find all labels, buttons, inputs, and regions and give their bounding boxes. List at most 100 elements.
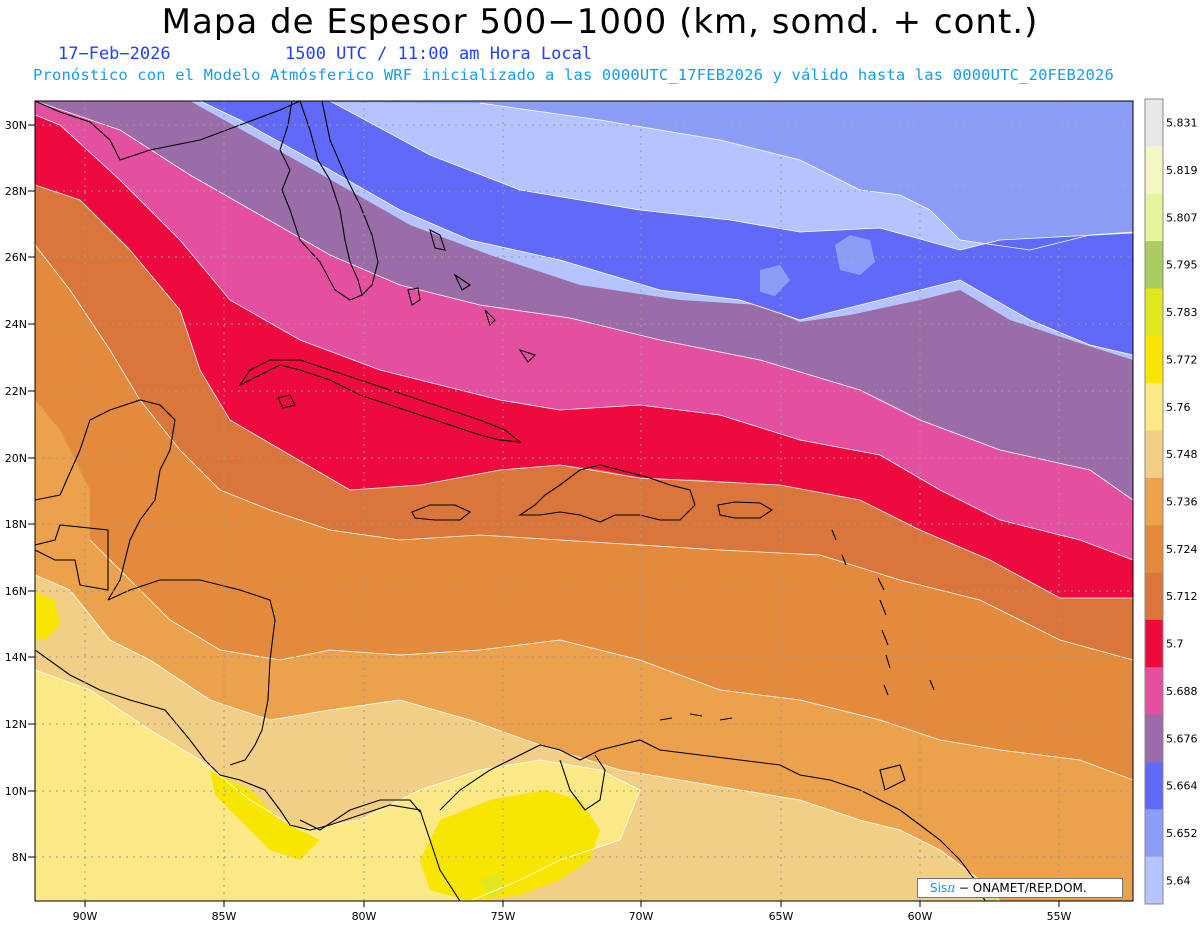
coast-bahamas-1 (407, 287, 421, 306)
lon-axis: 90W 85W 80W 75W 70W 65W 60W 55W (73, 901, 1072, 923)
coast-trinidad (879, 764, 906, 791)
band-5772 (210, 770, 320, 860)
lon-label: 80W (352, 910, 377, 923)
colorbar-swatch (1145, 146, 1163, 195)
colorbar-label: 5.772 (1166, 353, 1198, 366)
colorbar-label: 5.724 (1166, 543, 1198, 556)
lat-axis: 30N 28N 26N 24N 22N 20N 18N 16N 14N 12N … (5, 119, 35, 864)
coastlines (35, 101, 986, 901)
lon-label: 70W (629, 910, 654, 923)
coast-bahamas-5 (518, 348, 537, 363)
coast-lake-maracaibo (559, 754, 606, 811)
colorbar-swatch (1145, 477, 1163, 526)
page-title: Mapa de Espesor 500−1000 (km, somd. + co… (161, 2, 1039, 42)
lat-label: 20N (5, 452, 27, 465)
coast-honduras (107, 579, 276, 766)
lat-label: 10N (5, 785, 27, 798)
lat-label: 8N (12, 851, 27, 864)
band-5676 (35, 101, 1133, 500)
lat-label: 12N (5, 718, 27, 731)
band-5772-b (420, 790, 600, 901)
colorbar-label: 5.676 (1166, 732, 1198, 745)
lon-label: 60W (908, 910, 933, 923)
colorbar-label: 5.748 (1166, 448, 1198, 461)
colorbar-swatch (1145, 383, 1163, 431)
colorbar-label: 5.7 (1166, 638, 1184, 651)
lon-label: 90W (73, 910, 98, 923)
colorbar-swatch (1145, 856, 1163, 905)
colorbar-swatch (1145, 761, 1163, 810)
colorbar-frame (1144, 98, 1164, 905)
colorbar-swatch (1145, 335, 1163, 384)
band-5700 (35, 115, 1133, 598)
lon-label: 75W (491, 910, 516, 923)
coast-isla-juventud (277, 394, 296, 409)
colorbar-swatch (1145, 619, 1163, 668)
colorbar: 5.831 5.819 5.807 5.795 5.783 5.772 5.76 5.748 5… (1144, 98, 1198, 905)
lon-label: 55W (1047, 910, 1072, 923)
colorbar-label: 5.807 (1166, 211, 1198, 224)
colorbar-label: 5.652 (1166, 827, 1198, 840)
colorbar-label: 5.736 (1166, 496, 1198, 509)
colorbar-swatch (1145, 525, 1163, 574)
colorbar-swatch (1145, 572, 1163, 621)
colorbar-swatch (1145, 809, 1163, 858)
band-5664 (35, 101, 1133, 355)
band-5655-island (760, 265, 790, 296)
colorbar-label: 5.783 (1166, 306, 1198, 319)
band-5712 (35, 185, 1133, 660)
colorbar-label: 5.664 (1166, 780, 1198, 793)
coast-lesser-antilles (831, 529, 935, 696)
coast-florida-east (321, 101, 379, 296)
credit-brand: Sis (930, 881, 948, 895)
colorbar-swatch (1145, 241, 1163, 289)
credit-box: Sisπ − ONAMET/REP.DOM. (917, 878, 1123, 898)
forecast-time: 1500 UTC / 11:00 am Hora Local (285, 44, 593, 64)
colorbar-label: 5.688 (1166, 685, 1198, 698)
lat-label: 16N (5, 585, 27, 598)
coast-bahamas-2 (429, 228, 446, 251)
lon-label: 85W (212, 910, 237, 923)
lon-label: 65W (769, 910, 794, 923)
colorbar-swatch (1145, 667, 1163, 716)
coast-belize-guatemala (35, 524, 109, 591)
lat-label: 14N (5, 651, 27, 664)
band-5724 (35, 245, 1133, 780)
colorbar-label: 5.819 (1166, 164, 1198, 177)
coast-puerto-rico (717, 501, 774, 519)
lat-label: 26N (5, 251, 27, 264)
colorbar-label: 5.64 (1166, 874, 1191, 887)
colorbar-label: 5.831 (1166, 117, 1198, 130)
lat-label: 28N (5, 185, 27, 198)
coast-jamaica (411, 504, 472, 521)
lat-label: 18N (5, 518, 27, 531)
colorbar-swatch (1145, 288, 1163, 337)
colorbar-label: 5.76 (1166, 401, 1191, 414)
coast-florida (279, 101, 363, 301)
lat-label: 24N (5, 318, 27, 331)
credit-pi-logo: π (947, 881, 956, 895)
forecast-date: 17−Feb−2026 (58, 44, 171, 64)
map-frame (34, 100, 1134, 902)
coast-bahamas-3 (453, 273, 472, 291)
coast-bahamas-4 (484, 309, 496, 327)
coast-florida-gulf (35, 101, 301, 161)
colorbar-label: 5.795 (1166, 259, 1198, 272)
thickness-bands (35, 101, 1133, 901)
colorbar-swatch (1145, 430, 1163, 479)
band-5783 (480, 873, 505, 898)
grid-lines (35, 101, 1133, 901)
band-5688 (35, 101, 1133, 560)
model-subtitle: Pronóstico con el Modelo Atmósferico WRF… (33, 66, 1114, 84)
band-5736 (35, 400, 1133, 901)
band-5648-island (835, 235, 875, 275)
coast-yucatan (35, 399, 176, 601)
coast-colombia-venezuela (439, 739, 986, 901)
colorbar-swatch (1145, 714, 1163, 763)
colorbar-label: 5.712 (1166, 590, 1198, 603)
band-5772-c (35, 592, 60, 640)
coast-cuba (238, 359, 522, 443)
colorbar-swatch (1145, 99, 1163, 147)
band-5652 (35, 101, 1133, 250)
